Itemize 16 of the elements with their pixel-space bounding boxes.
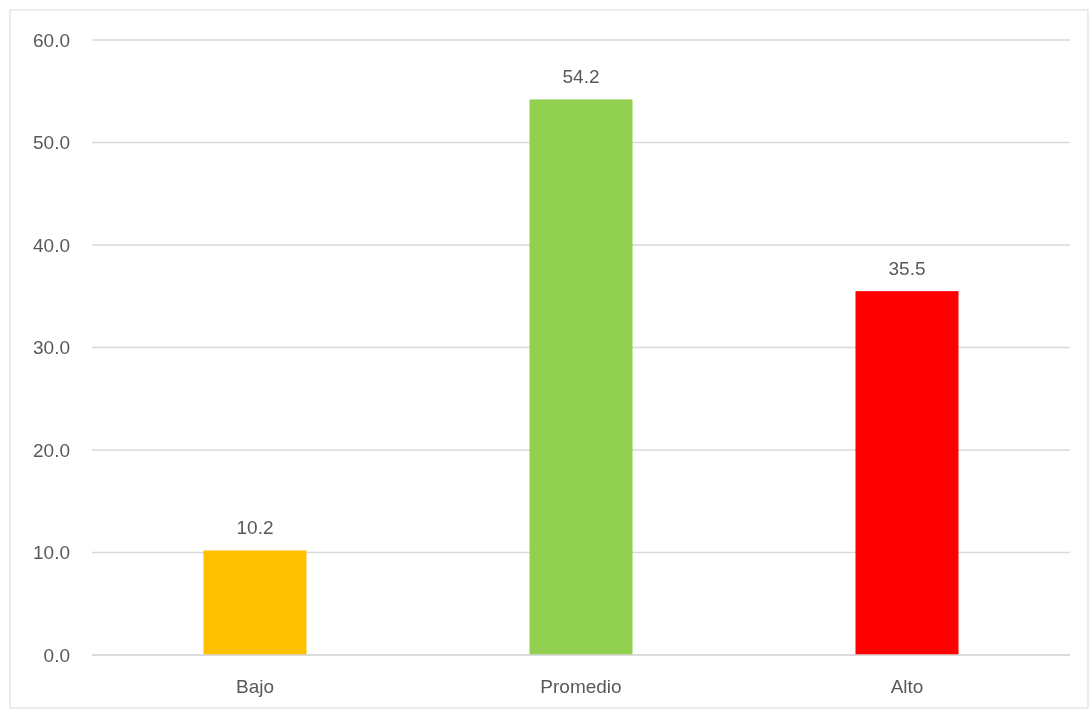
data-label: 10.2 [236,517,274,539]
x-tick-label: Promedio [540,676,622,697]
y-tick-label: 60.0 [33,29,70,51]
y-tick-label: 0.0 [43,644,70,666]
y-tick-label: 20.0 [33,439,70,461]
y-tick-label: 30.0 [33,337,70,359]
bar [529,99,633,655]
data-label: 54.2 [562,66,600,88]
x-tick-label: Bajo [235,676,275,697]
bar [855,291,959,655]
bar [203,550,307,655]
y-tick-label: 40.0 [33,234,70,256]
y-tick-label: 10.0 [33,542,70,564]
y-tick-label: 50.0 [33,132,70,154]
x-tick-label: Alto [890,676,924,697]
data-label: 35.5 [888,258,926,280]
